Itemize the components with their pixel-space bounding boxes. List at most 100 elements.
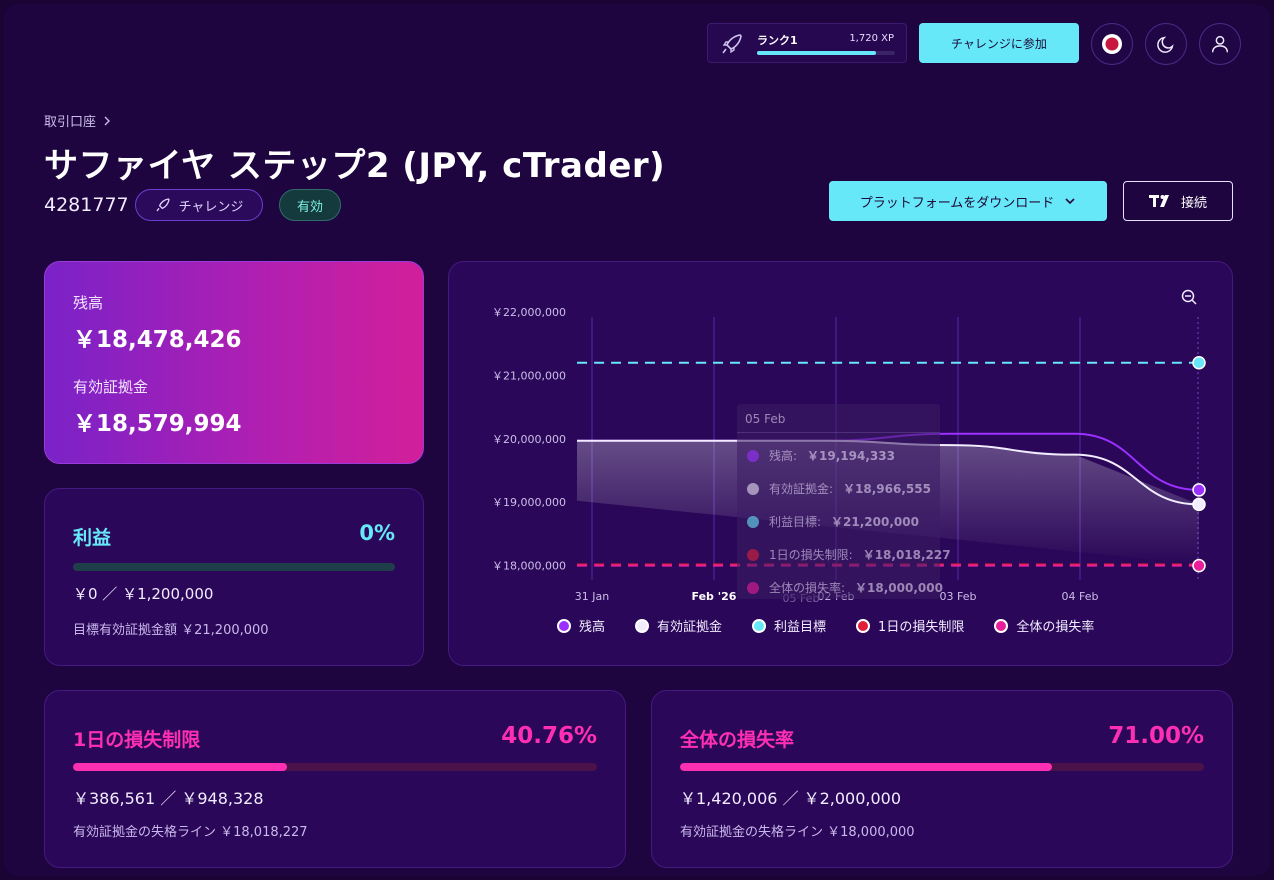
rocket-icon [156, 198, 170, 212]
profit-percent: 0% [359, 521, 395, 545]
user-icon [1211, 35, 1229, 53]
japan-flag-icon [1102, 34, 1122, 54]
rank-progress-fill [757, 51, 876, 55]
x-tick-label: 03 Feb [940, 590, 977, 603]
legend-label: 利益目標 [774, 620, 827, 635]
series-endpoint-残高 [1192, 483, 1206, 497]
challenge-tag: チャレンジ [135, 189, 263, 221]
tooltip-swatch [747, 548, 759, 561]
legend-swatch [994, 618, 1009, 633]
tooltip-value: ￥19,194,333 [807, 449, 895, 463]
total-loss-title: 全体の損失率 [680, 729, 795, 751]
legend-swatch [557, 618, 571, 633]
breadcrumb[interactable]: 取引口座 [44, 111, 112, 130]
legend-item[interactable]: 残高 [557, 616, 605, 635]
x-tick-label: 31 Jan [575, 590, 609, 603]
legend-item[interactable]: 有効証拠金 [635, 616, 722, 635]
daily-loss-progress-fill [73, 763, 287, 771]
tooltip-value: ￥18,000,000 [855, 581, 943, 595]
download-platform-button[interactable]: プラットフォームをダウンロード [829, 181, 1107, 221]
legend-item[interactable]: 全体の損失率 [994, 616, 1094, 635]
tooltip-swatch [747, 449, 759, 462]
join-challenge-button[interactable]: チャレンジに参加 [919, 23, 1079, 63]
tooltip-swatch [747, 482, 759, 495]
tooltip-divider [737, 432, 940, 433]
tooltip-swatch [747, 581, 759, 594]
balance-label: 残高 [73, 294, 104, 312]
daily-loss-progress-bar [73, 763, 597, 771]
rank-widget[interactable]: ランク1 1,720 XP [707, 23, 907, 63]
challenge-tag-label: チャレンジ [178, 199, 244, 215]
tooltip-row: 全体の損失率: ￥18,000,000 [747, 579, 943, 596]
tooltip-label: 1日の損失制限: [769, 548, 853, 562]
total-loss-progress-fill [680, 763, 1053, 771]
tooltip-label: 利益目標: [769, 515, 822, 529]
theme-toggle-button[interactable] [1145, 23, 1187, 65]
x-tick-label: 04 Feb [1062, 590, 1099, 603]
legend-item[interactable]: 1日の損失制限 [856, 616, 964, 635]
status-badge: 有効 [279, 189, 341, 221]
series-endpoint-有効証拠金 [1192, 497, 1206, 512]
total-loss-note: 有効証拠金の失格ライン ￥18,000,000 [680, 825, 915, 840]
total-loss-progress-bar [680, 763, 1204, 771]
daily-loss-note: 有効証拠金の失格ライン ￥18,018,227 [73, 825, 308, 840]
tooltip-value: ￥21,200,000 [831, 515, 919, 529]
profit-target-note: 目標有効証拠金額 ￥21,200,000 [73, 623, 269, 638]
zoom-out-icon[interactable] [1181, 289, 1197, 305]
profit-title: 利益 [73, 527, 112, 549]
legend-label: 1日の損失制限 [878, 620, 965, 635]
series-endpoint-全体の損失率 [1192, 558, 1206, 573]
tooltip-label: 有効証拠金: [769, 482, 834, 496]
tooltip-label: 全体の損失率: [769, 581, 846, 595]
y-tick-label: ￥18,000,000 [492, 560, 566, 573]
tooltip-row: 利益目標: ￥21,200,000 [747, 513, 919, 530]
rank-xp: 1,720 XP [849, 33, 894, 44]
connect-button[interactable]: 接続 [1123, 181, 1233, 221]
tooltip-row: 有効証拠金: ￥18,966,555 [747, 480, 931, 497]
account-number: 4281777 [44, 194, 129, 216]
legend-swatch [635, 618, 650, 633]
daily-loss-title: 1日の損失制限 [73, 729, 201, 751]
moon-icon [1157, 36, 1174, 53]
series-endpoint-利益目標 [1192, 355, 1206, 370]
language-button[interactable] [1091, 23, 1133, 65]
rocket-icon [722, 34, 742, 54]
balance-value: ￥18,478,426 [73, 327, 242, 353]
tooltip-swatch [747, 515, 759, 528]
daily-loss-amount: ￥386,561 ／ ￥948,328 [73, 789, 264, 808]
breadcrumb-item[interactable]: 取引口座 [44, 115, 97, 130]
download-platform-label: プラットフォームをダウンロード [859, 195, 1055, 211]
legend-item[interactable]: 利益目標 [752, 616, 826, 635]
equity-label: 有効証拠金 [73, 378, 149, 396]
legend-label: 残高 [579, 620, 606, 635]
profile-button[interactable] [1199, 23, 1241, 65]
total-loss-amount: ￥1,420,006 ／ ￥2,000,000 [680, 789, 902, 808]
tooltip-value: ￥18,018,227 [862, 548, 951, 562]
total-loss-percent: 71.00% [1108, 723, 1204, 749]
tooltip-value: ￥18,966,555 [843, 482, 931, 496]
tooltip-date: 05 Feb [745, 412, 786, 426]
chart-tooltip: 05 Feb 残高: ￥19,194,333 有効証拠金: ￥18,966,555 利益… [737, 404, 951, 599]
y-tick-label: ￥20,000,000 [492, 433, 566, 446]
profit-card: 利益 0% ￥0 ／ ￥1,200,000 目標有効証拠金額 ￥21,200,0… [44, 488, 424, 666]
chevron-right-icon [104, 116, 111, 125]
daily-loss-card: 1日の損失制限 40.76% ￥386,561 ／ ￥948,328 有効証拠金… [44, 690, 626, 868]
legend-label: 全体の損失率 [1016, 620, 1095, 635]
chevron-down-icon [1065, 198, 1075, 205]
tooltip-label: 残高: [769, 449, 798, 463]
chart-card: ￥22,000,000 ￥21,000,000 ￥20,000,000 ￥19,000… [448, 261, 1233, 666]
connect-label: 接続 [1180, 195, 1207, 211]
y-tick-label: ￥22,000,000 [492, 306, 566, 319]
tradingview-icon [1148, 195, 1169, 207]
page-title: サファイヤ ステップ2 (JPY, cTrader) [44, 146, 666, 186]
tooltip-row: 1日の損失制限: ￥18,018,227 [747, 546, 951, 563]
profit-amount: ￥0 ／ ￥1,200,000 [73, 585, 214, 603]
y-tick-label: ￥21,000,000 [492, 369, 566, 382]
chart-legend: 残高 有効証拠金 利益目標 1日の損失制限 全体の損失率 [557, 616, 1094, 635]
tooltip-row: 残高: ￥19,194,333 [747, 447, 895, 464]
legend-label: 有効証拠金 [657, 620, 723, 635]
legend-swatch [856, 618, 871, 633]
equity-value: ￥18,579,994 [73, 411, 242, 437]
y-tick-label: ￥19,000,000 [492, 496, 566, 509]
balance-card: 残高 ￥18,478,426 有効証拠金 ￥18,579,994 [44, 261, 424, 464]
